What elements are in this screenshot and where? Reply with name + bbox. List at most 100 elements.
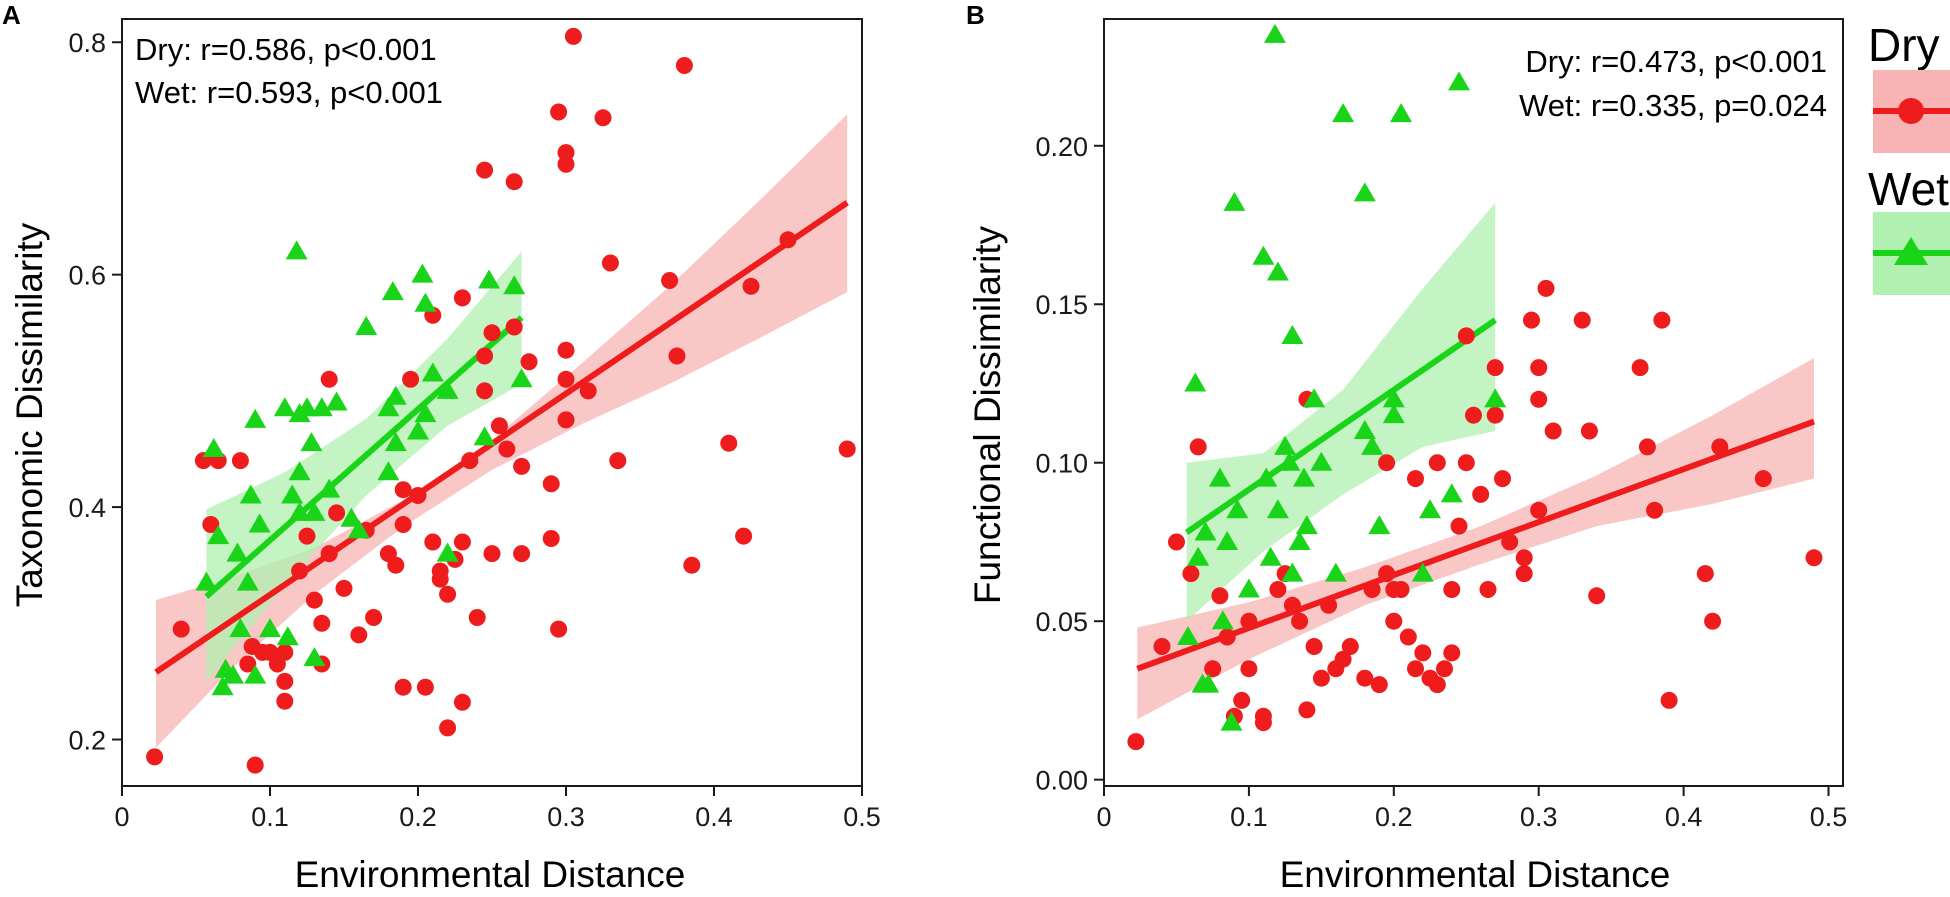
panel-a-wet-point	[340, 507, 363, 527]
panel-b-dry-point	[1711, 438, 1729, 456]
panel-a-dry-point	[416, 678, 434, 696]
panel-a-y-tick-label: 0.2	[68, 726, 106, 756]
panel-a-dry-point	[431, 570, 449, 588]
panel-a-wet-point	[195, 571, 218, 591]
panel-b-dry-point	[1631, 359, 1649, 377]
panel-b-dry-point	[1298, 701, 1316, 719]
panel-a-dry-point	[409, 487, 427, 504]
panel-a-dry-point	[483, 545, 501, 563]
panel-b-confidence-bands	[1137, 202, 1814, 720]
panel-b-y-tick-label: 0.15	[1035, 290, 1088, 320]
panel-b-dry-point	[1283, 596, 1301, 614]
panel-b-dry-point	[1204, 660, 1222, 678]
panel-a-dry-point	[579, 382, 597, 400]
panel-b-wet-point	[1382, 388, 1405, 408]
panel-b-dry-point	[1486, 406, 1504, 424]
panel-b-dry-point	[1472, 485, 1490, 503]
panel-a-wet-point	[226, 542, 249, 562]
panel-a-confidence-bands	[156, 114, 848, 748]
panel-a-dry-point	[246, 756, 264, 774]
panel-a-wet-point	[202, 437, 225, 457]
panel-a-dry-point	[239, 655, 257, 673]
panel-b-wet-point	[1440, 483, 1463, 503]
panel-b: B 0 0.1 0.2 0.3 0.4 0.5 0.00 0.05 0.10 0.15 0.20 D…	[966, 0, 1847, 895]
panel-b-dry-point	[1269, 581, 1287, 598]
panel-a-wet-point	[436, 379, 459, 399]
panel-a-dry-point	[668, 347, 686, 365]
panel-b-dry-point	[1501, 533, 1519, 551]
panel-b-wet-point	[1266, 261, 1289, 281]
panel-a-ticks: 0 0.1 0.2 0.3 0.4 0.5 0.2 0.4 0.6 0.8	[68, 28, 880, 832]
panel-a-dry-point	[231, 452, 249, 470]
panel-a-letter: A	[2, 0, 21, 30]
panel-b-wet-point	[1484, 388, 1507, 408]
panel-b-wet-point	[1255, 467, 1278, 487]
panel-b-y-tick-label: 0.00	[1035, 766, 1088, 796]
panel-b-wet-point	[1208, 467, 1231, 487]
panel-b-x-tick-label: 0.5	[1810, 802, 1848, 832]
panel-a-y-tick-label: 0.8	[68, 28, 106, 58]
panel-b-wet-point	[1448, 71, 1471, 91]
panel-b-dry-point	[1407, 660, 1424, 678]
panel-a-dry-point	[387, 556, 405, 574]
panel-b-dry-point	[1254, 714, 1272, 732]
panel-a-wet-point	[377, 397, 400, 417]
panel-b-dry-point	[1436, 660, 1453, 678]
panel-a-dry-point	[439, 719, 457, 737]
panel-b-wet-point	[1266, 499, 1289, 519]
panel-a-points	[146, 27, 856, 774]
panel-a-dry-point	[779, 231, 797, 249]
panel-a-wet-point	[276, 626, 299, 646]
panel-b-dry-point	[1653, 311, 1671, 329]
panel-a-dry-point	[542, 530, 560, 547]
panel-b-wet-point	[1211, 610, 1234, 630]
panel-a-wet-point	[414, 403, 437, 423]
panel-a-dry-point	[291, 562, 309, 580]
panel-a-dry-point	[468, 609, 486, 626]
panel-a-wet-point	[229, 618, 252, 638]
panel-a-wet-point	[473, 426, 496, 446]
panel-a-wet-point	[207, 525, 230, 545]
panel-a-wet-point	[273, 397, 296, 417]
panel-a-dry-point	[476, 347, 494, 365]
panel-b-dry-point	[1515, 549, 1533, 567]
panel-b-y-tick-label: 0.05	[1035, 607, 1088, 637]
panel-b-dry-point	[1240, 660, 1258, 678]
panel-b-dry-point	[1385, 612, 1403, 630]
panel-b-dry-point	[1182, 565, 1200, 583]
panel-b-dry-point	[1127, 733, 1145, 751]
panel-a-y-axis-label: Taxonomic Dissimilarity	[9, 222, 50, 607]
panel-a-stat-wet: Wet: r=0.593, p<0.001	[135, 75, 443, 110]
panel-a-dry-point	[601, 254, 619, 272]
panel-b-dry-point	[1465, 406, 1482, 424]
panel-b-wet-point	[1216, 530, 1239, 550]
panel-b-dry-point	[1399, 628, 1417, 646]
panel-a-wet-point	[325, 391, 348, 411]
panel-a-dry-point	[313, 614, 331, 632]
panel-b-dry-point	[1233, 691, 1251, 709]
panel-b-dry-point	[1443, 644, 1461, 662]
panel-a-fit-lines	[154, 200, 849, 675]
panel-b-wet-point	[1184, 372, 1207, 392]
panel-b-wet-point	[1226, 499, 1249, 519]
panel-b-dry-point	[1450, 517, 1468, 535]
panel-b-x-tick-label: 0.3	[1520, 802, 1558, 832]
panel-a-dry-point	[172, 620, 190, 638]
panel-b-dry-point	[1660, 691, 1678, 709]
panel-a-dry-point	[461, 452, 479, 470]
panel-b-dry-point	[1523, 311, 1540, 329]
panel-a-dry-point	[683, 556, 701, 574]
panel-a-dry-point	[453, 289, 471, 307]
panel-a-dry-point	[838, 440, 856, 458]
panel-b-dry-point	[1291, 612, 1309, 630]
panel-b-dry-point	[1494, 470, 1511, 488]
panel-b-dry-point	[1320, 596, 1338, 614]
panel-a-dry-point	[550, 103, 568, 121]
panel-a-wet-point	[411, 263, 434, 283]
panel-b-dry-point	[1457, 327, 1475, 345]
panel-a-wet-point	[414, 292, 437, 312]
panel-a-dry-point	[320, 370, 338, 388]
panel-b-dry-point	[1218, 628, 1236, 646]
panel-a-dry-point	[394, 481, 412, 499]
panel-a-dry-point	[720, 434, 738, 452]
